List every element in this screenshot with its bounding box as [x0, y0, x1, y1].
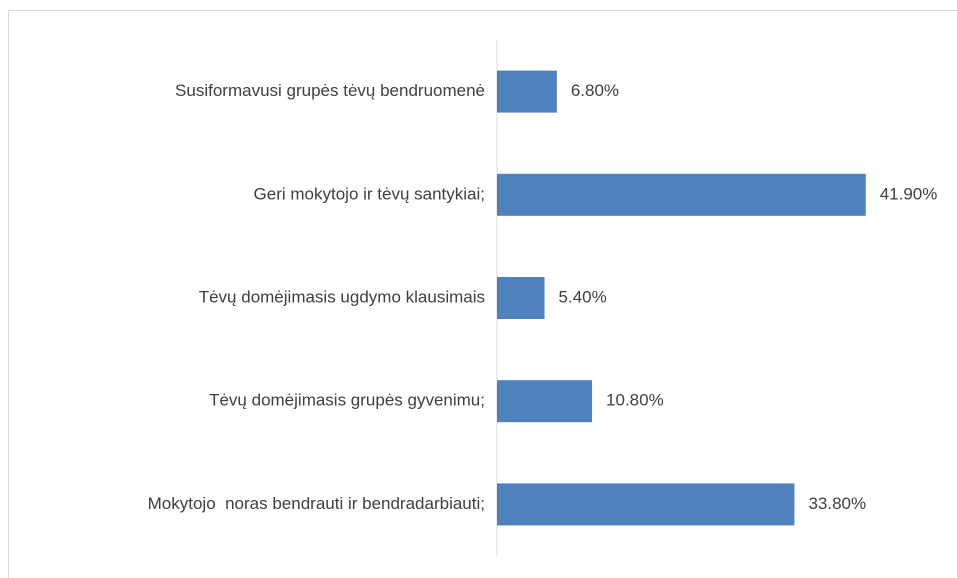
category-label: Mokytojo noras bendrauti ir bendradarbia…: [148, 494, 485, 513]
value-label: 6.80%: [571, 81, 619, 100]
value-label: 33.80%: [808, 494, 866, 513]
category-label: Susiformavusi grupės tėvų bendruomenė: [175, 81, 485, 100]
bar: [497, 483, 795, 526]
value-label: 5.40%: [559, 287, 607, 306]
bar: [497, 173, 866, 216]
bar: [497, 277, 545, 319]
bar: [497, 70, 557, 113]
value-label: 10.80%: [606, 391, 664, 410]
bar: [497, 380, 593, 423]
chart-frame: [8, 10, 957, 578]
category-label: Tėvų domėjimasis grupės gyvenimu;: [209, 391, 485, 410]
category-label: Geri mokytojo ir tėvų santykiai;: [254, 184, 485, 203]
category-label: Tėvų domėjimasis ugdymo klausimais: [199, 287, 485, 306]
value-label: 41.90%: [880, 184, 938, 203]
